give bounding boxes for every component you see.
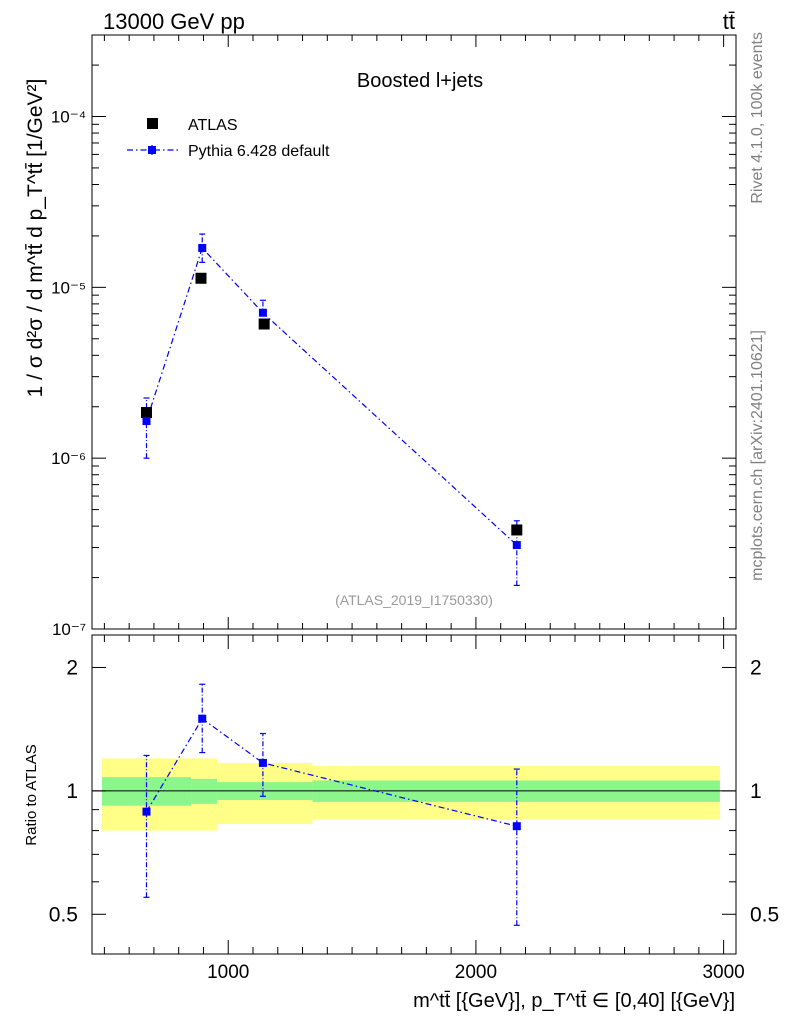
x-tick-label: 2000	[455, 962, 497, 983]
ratio-y-tick-label-right: 0.5	[750, 903, 779, 926]
pythia-point	[258, 308, 267, 317]
main-title: Boosted l+jets	[357, 70, 483, 92]
mcplots-label: mcplots.cern.ch [arXiv:2401.10621]	[749, 330, 766, 581]
atlas-point	[195, 272, 207, 284]
atlas-point	[511, 524, 523, 536]
main-y-ticks: 10⁻⁷ 10⁻⁶ 10⁻⁵ 10⁻⁴	[51, 35, 736, 639]
ratio-y-tick-label-right: 1	[750, 780, 762, 803]
atlas-point	[258, 318, 270, 330]
rivet-label: Rivet 4.1.0, 100k events	[749, 32, 766, 204]
x-ticks: 1000 2000 3000	[103, 635, 745, 983]
x-tick-label: 1000	[207, 962, 249, 983]
main-y-tick-label: 10⁻⁶	[51, 449, 86, 468]
ratio-y-tick-label: 0.5	[49, 903, 78, 926]
ratio-point	[142, 807, 151, 816]
main-y-tick-label: 10⁻⁵	[51, 278, 86, 297]
ratio-frame	[91, 634, 737, 955]
atlas-point	[140, 407, 152, 419]
ratio-y-ticks: 0.5 0.5 1 1 2 2	[49, 656, 779, 955]
analysis-id: (ATLAS_2019_I1750330)	[335, 592, 493, 608]
legend: ATLAS Pythia 6.428 default	[127, 117, 330, 160]
ratio-bands	[101, 758, 720, 831]
ratio-marks	[142, 683, 521, 926]
ratio-band-stat	[101, 777, 192, 806]
main-frame	[91, 34, 737, 630]
header-left: 13000 GeV pp	[103, 9, 245, 34]
main-ylabel: 1 / σ d²σ / d m^tt̄ d p_T^tt̄ [1/GeV²]	[24, 79, 47, 398]
legend-pythia-label: Pythia 6.428 default	[188, 143, 330, 160]
pythia-point	[198, 243, 207, 252]
main-y-tick-label: 10⁻⁷	[52, 620, 86, 639]
ratio-point	[198, 714, 207, 723]
ratio-point	[512, 822, 521, 831]
header-right: tt̄	[723, 9, 735, 34]
ratio-y-tick-label: 2	[66, 656, 78, 679]
ratio-line	[145, 717, 517, 827]
main-marks	[140, 233, 523, 586]
legend-atlas-label: ATLAS	[188, 117, 238, 134]
ratio-y-tick-label-right: 2	[750, 656, 762, 679]
ratio-ylabel: Ratio to ATLAS	[23, 744, 40, 845]
legend-atlas-marker	[147, 118, 158, 129]
ratio-panel: 0.5 0.5 1 1 2 2 1000 2000 3000 Ratio to ATLAS m…	[23, 634, 779, 1012]
pythia-point	[142, 417, 151, 426]
x-axis-label: m^tt̄ [{GeV}], p_T^tt̄ ∈ [0,40] [{GeV}]	[413, 990, 735, 1012]
pythia-point	[512, 541, 521, 550]
main-y-tick-label: 10⁻⁴	[51, 108, 86, 127]
ratio-y-tick-label: 1	[66, 780, 78, 803]
ratio-point	[258, 758, 267, 767]
main-panel: 10⁻⁷ 10⁻⁶ 10⁻⁵ 10⁻⁴ Boosted l+jets (ATLAS_2…	[24, 34, 737, 639]
x-tick-label: 3000	[702, 962, 744, 983]
pythia-line	[145, 246, 518, 546]
legend-pythia-marker	[148, 146, 156, 154]
